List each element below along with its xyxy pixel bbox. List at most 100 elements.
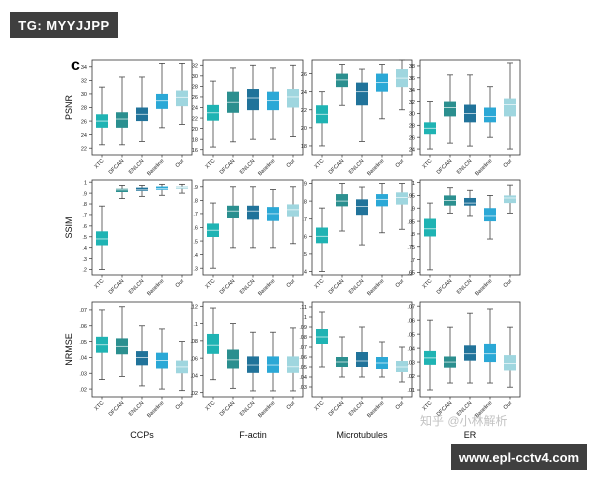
box-baseline (376, 341, 388, 378)
box-ours (396, 183, 408, 230)
box-xtc (96, 86, 108, 146)
box-dfcan (116, 306, 128, 377)
box-iqr (156, 93, 168, 109)
box-ours (176, 62, 188, 125)
box-iqr (267, 356, 279, 373)
y-tick-label: 1 (412, 181, 415, 187)
box-ours (504, 184, 516, 214)
y-tick-label: .1 (193, 322, 198, 328)
y-tick-label: 16 (192, 148, 198, 154)
y-tick-label: .08 (299, 335, 307, 341)
y-tick-label: .02 (190, 391, 198, 397)
x-tick-label: XTC (313, 158, 325, 170)
box-enlcn (464, 312, 476, 384)
x-tick-label: DFCAN (328, 158, 346, 176)
box-iqr (96, 231, 108, 246)
box-iqr (464, 197, 476, 206)
x-tick-label: ENLCN (348, 158, 365, 175)
box-iqr (444, 101, 456, 117)
y-tick-label: 30 (192, 74, 198, 80)
box-iqr (287, 89, 299, 108)
box-ours (504, 62, 516, 150)
x-tick-label: XTC (313, 400, 325, 412)
y-tick-label: .05 (407, 332, 415, 338)
box-iqr (336, 194, 348, 207)
box-dfcan (336, 183, 348, 232)
y-tick-label: .02 (407, 374, 415, 380)
x-tick-label: Our (503, 400, 514, 411)
x-tick-label: XTC (93, 158, 105, 170)
x-tick-label: DFCAN (219, 158, 237, 176)
y-tick-label: 24 (409, 147, 415, 153)
x-tick-label: ENLCN (128, 158, 145, 175)
box-baseline (267, 189, 279, 249)
x-tick-label: Baseline (366, 278, 385, 297)
x-tick-label: XTC (204, 278, 216, 290)
x-tick-label: Baseline (146, 158, 165, 177)
box-enlcn (136, 325, 148, 387)
y-tick-label: .09 (299, 325, 307, 331)
box-dfcan (227, 186, 239, 249)
x-tick-label: DFCAN (219, 278, 237, 296)
x-tick-label: ENLCN (348, 278, 365, 295)
y-tick-label: .7 (410, 258, 415, 264)
y-tick-label: .5 (302, 252, 307, 258)
box-iqr (136, 351, 148, 366)
x-tick-label: Baseline (474, 158, 493, 177)
y-tick-label: 28 (81, 106, 87, 112)
y-tick-label: .85 (407, 219, 415, 225)
y-tick-label: 38 (409, 64, 415, 70)
box-dfcan (116, 76, 128, 146)
y-tick-label: 18 (301, 144, 307, 150)
x-tick-label: Our (286, 158, 297, 169)
y-tick-label: .05 (79, 340, 87, 346)
x-tick-label: Baseline (146, 278, 165, 297)
box-baseline (267, 67, 279, 140)
y-tick-label: .01 (407, 388, 415, 394)
y-tick-label: .4 (302, 270, 307, 276)
box-iqr (484, 107, 496, 123)
x-tick-label: DFCAN (219, 400, 237, 418)
box-iqr (116, 188, 128, 193)
y-tick-label: 18 (192, 137, 198, 143)
box-iqr (287, 356, 299, 373)
subplot-nrmse-ccps: .02 .03 .04 .05 .06 .07 XTC DFCAN ENLCN Baseline O… (79, 301, 193, 419)
row-label-nrmse: NRMSE (64, 333, 74, 366)
x-tick-label: XTC (421, 278, 433, 290)
box-ours (176, 183, 188, 194)
box-ours (396, 346, 408, 383)
box-iqr (207, 333, 219, 354)
box-iqr (136, 187, 148, 191)
x-tick-label: XTC (93, 278, 105, 290)
x-tick-label: Baseline (257, 400, 276, 419)
watermark-bottom-badge: www.epl-cctv4.com (451, 444, 587, 470)
box-xtc (207, 307, 219, 381)
y-tick-label: .06 (299, 355, 307, 361)
box-enlcn (464, 189, 476, 217)
y-tick-label: .3 (82, 257, 87, 263)
y-tick-label: .07 (79, 308, 87, 314)
box-xtc (316, 207, 328, 272)
y-tick-label: .03 (407, 360, 415, 366)
x-tick-label: Our (395, 278, 406, 289)
subplot-psnr-ccps: 22 24 26 28 30 32 34 XTC DFCAN ENLCN Baseline Our (81, 59, 193, 177)
x-tick-label: ENLCN (456, 278, 473, 295)
x-tick-label: Our (395, 400, 406, 411)
box-enlcn (247, 64, 259, 140)
subplot-psnr-microtubules: 18 20 22 24 26 XTC DFCAN ENLCN Baseline Our (301, 59, 413, 177)
x-tick-label: ENLCN (348, 400, 365, 417)
x-tick-label: Our (175, 400, 186, 411)
y-tick-label: .12 (190, 305, 198, 311)
subplot-ssim-er: .65 .7 .75 .8 .85 .9 .95 1 XTC DFCAN ENLCN Baseline… (407, 179, 521, 297)
box-xtc (96, 205, 108, 270)
box-xtc (96, 309, 108, 380)
x-tick-label: Our (503, 158, 514, 169)
x-tick-label: Baseline (474, 278, 493, 297)
y-tick-label: 28 (192, 85, 198, 91)
y-tick-label: .3 (193, 266, 198, 272)
y-tick-label: .06 (190, 356, 198, 362)
y-tick-label: .5 (193, 239, 198, 245)
box-xtc (316, 91, 328, 147)
x-tick-label: DFCAN (328, 278, 346, 296)
box-dfcan (444, 187, 456, 214)
